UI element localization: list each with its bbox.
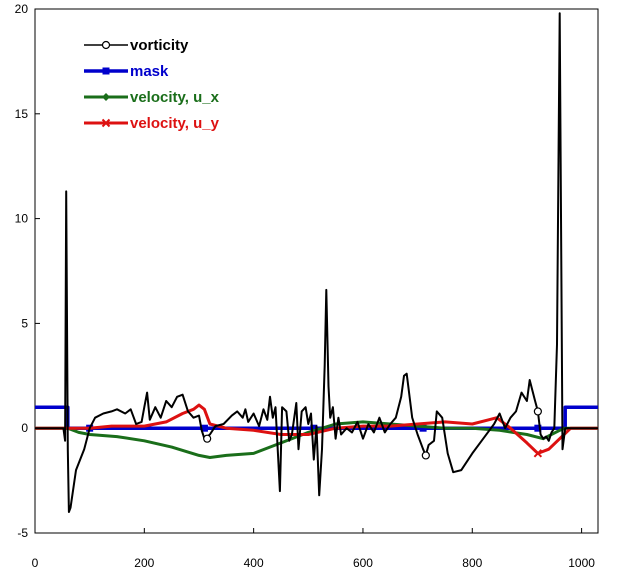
series-marker-vorticity xyxy=(533,407,542,416)
legend: vorticity mask velocity, u_x velocity, u_y xyxy=(84,37,220,132)
y-tick-label: 10 xyxy=(15,212,29,226)
series-marker-vorticity xyxy=(421,451,430,460)
x-tick-label: 800 xyxy=(462,556,482,570)
x-tick-label: 0 xyxy=(32,556,39,570)
legend-label-mask: mask xyxy=(130,63,169,80)
legend-marker-mask xyxy=(102,67,110,75)
y-tick-label: -5 xyxy=(17,526,28,540)
y-tick-label: 15 xyxy=(15,107,29,121)
x-tick-label: 400 xyxy=(244,556,264,570)
legend-marker-velocity-u-x xyxy=(102,93,110,101)
y-tick-label: 20 xyxy=(15,2,29,16)
legend-label-velocity-u-y: velocity, u_y xyxy=(130,115,220,132)
series-line-velocity-u-x xyxy=(35,420,598,459)
x-tick-label: 200 xyxy=(134,556,154,570)
legend-marker-velocity-u-y xyxy=(101,118,111,128)
series-marker-mask xyxy=(310,424,318,432)
y-tick-label: 5 xyxy=(21,316,28,330)
x-tick-label: 1000 xyxy=(568,556,595,570)
legend-marker-vorticity xyxy=(101,40,111,50)
plot-frame xyxy=(34,8,599,534)
legend-label-vorticity: vorticity xyxy=(130,37,189,54)
series-layer xyxy=(35,12,598,513)
x-tick-label: 600 xyxy=(353,556,373,570)
legend-label-velocity-u-x: velocity, u_x xyxy=(130,89,220,106)
y-tick-label: 0 xyxy=(21,421,28,435)
series-marker-mask xyxy=(200,424,208,432)
series-marker-velocity-u-y xyxy=(533,449,543,458)
tick-layer: 0 200 400 600 800 1000 -5 0 5 10 15 20 xyxy=(15,2,596,570)
series-line-vorticity xyxy=(35,12,598,513)
series-marker-vorticity xyxy=(203,434,212,443)
series-line-velocity-u-y xyxy=(35,403,598,455)
series-marker-mask xyxy=(419,424,427,432)
series-marker-mask xyxy=(534,424,542,432)
